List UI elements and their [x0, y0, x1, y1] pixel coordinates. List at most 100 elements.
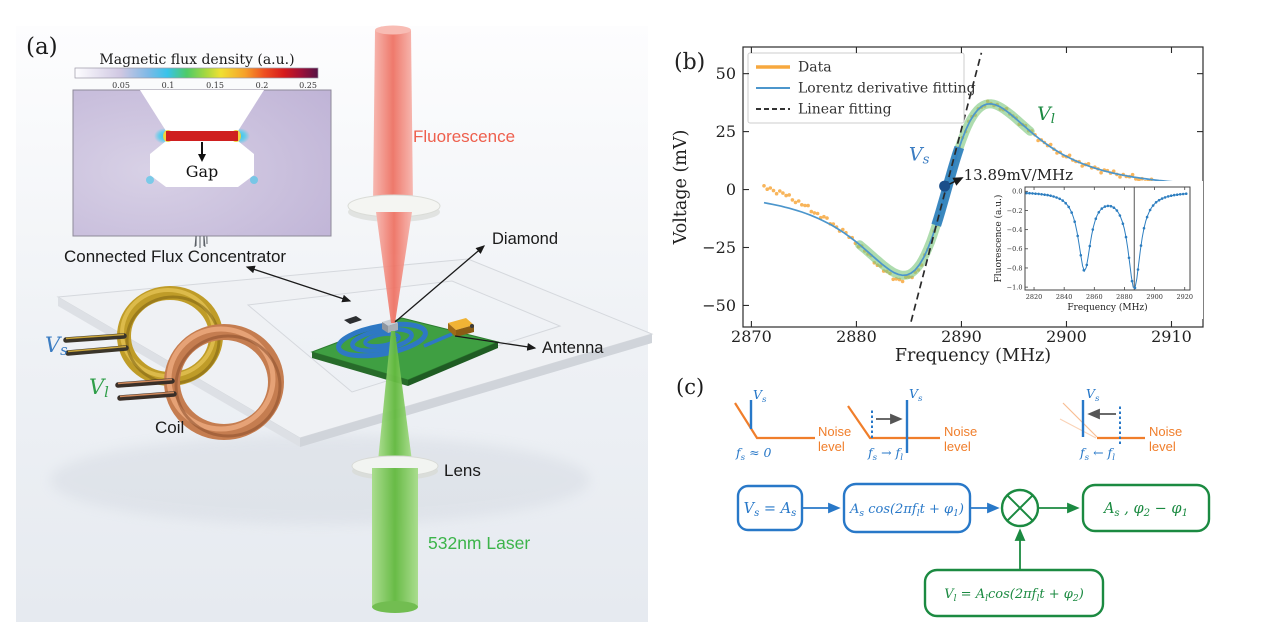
lorentz-fit-line: [763, 102, 1197, 277]
inset-y-tick: −0.2: [1007, 207, 1023, 215]
inset-x-tick: 2840: [1056, 293, 1073, 301]
flow-box-reference-text: Vl = Alcos(2πflt + φ2): [944, 587, 1084, 604]
mixer-symbol: [1000, 488, 1040, 528]
vl-coil-label: Vl: [89, 375, 109, 401]
svg-text:0.25: 0.25: [299, 81, 317, 90]
x-tick-label: 2900: [1046, 327, 1087, 346]
noise-label: Noise: [1149, 424, 1182, 439]
band-label: Vs: [909, 144, 930, 168]
flow-diagram: Vs = As As cos(2πflt + φ1) As , φ2 − φ1 …: [736, 482, 1211, 618]
flow-box-reference: [923, 568, 1105, 618]
flux-concentrator-arrow: [245, 265, 352, 303]
freq-label: fs ← fl: [1079, 445, 1115, 463]
diamond-label: Diamond: [492, 230, 558, 248]
inset-x-tick: 2820: [1026, 293, 1043, 301]
diamond-sample: [382, 319, 398, 333]
vs-label: Vs: [1086, 386, 1100, 404]
panel-a-label: (a): [26, 34, 58, 60]
antenna-trace: [423, 332, 453, 348]
noise-label: Noise: [944, 424, 977, 439]
y-axis-label: Voltage (mV): [671, 130, 691, 246]
svg-text:0.1: 0.1: [162, 81, 175, 90]
sma-connector: [448, 318, 474, 337]
wires-below: [194, 235, 206, 248]
fluorescence-label: Fluorescence: [413, 127, 515, 146]
vs-coil-label: Vs: [45, 333, 68, 359]
axes: 2870 2880 2890 2900 2910 −50 −25 0 25 50 Frequency…: [671, 46, 1204, 365]
colorbar: [74, 67, 319, 79]
gold-coil-leads: [63, 333, 129, 356]
vs-label: Vs: [753, 387, 767, 405]
platform-shadow: [50, 435, 590, 525]
noise-label: level: [1149, 439, 1176, 454]
vs-marker-dot: [939, 180, 951, 192]
flow-box-output-text: As , φ2 − φ1: [1102, 501, 1188, 519]
y-tick-label: 50: [716, 64, 736, 83]
chip-component: [344, 316, 362, 324]
inset-y-tick: −0.8: [1007, 264, 1023, 272]
copper-coil-leads: [115, 378, 177, 401]
inset-x-tick: 2900: [1146, 293, 1163, 301]
flow-box-modulated-text: As cos(2πflt + φ1): [849, 502, 964, 519]
y-tick-label: 0: [726, 180, 736, 199]
panel-c-scheme: (c) Vs fs ≈ 0 Noise level Vs fs → fl Noi…: [676, 375, 1211, 618]
inset-y-tick: 0.0: [1012, 188, 1022, 196]
band-label: Vl: [1037, 103, 1055, 127]
legend: Data Lorentz derivative fitting Linear fit…: [747, 52, 976, 124]
slope-annotation: 13.89mV/MHz: [964, 166, 1073, 184]
inset-y-tick: −0.6: [1007, 245, 1023, 253]
coil-label: Coil: [155, 418, 184, 437]
y-tick-label: −50: [702, 296, 736, 315]
freq-label: fs → fl: [867, 445, 903, 463]
y-tick-label: −25: [702, 238, 736, 257]
laser-label: 532nm Laser: [428, 533, 530, 553]
leader-arrows: [245, 245, 537, 351]
inset-y-tick: −1.0: [1007, 283, 1023, 291]
svg-text:0.15: 0.15: [206, 81, 224, 90]
noise-sketch-3: Vs fs ← fl Noise level: [1059, 386, 1182, 463]
spiral-antenna: [336, 321, 428, 359]
x-tick-label: 2870: [731, 327, 772, 346]
inset-title: Magnetic flux density (a.u.): [99, 52, 294, 68]
inset-y-label: Fluorescence (a.u.): [993, 195, 1004, 283]
panel-b-label: (b): [674, 50, 705, 75]
inset-x-tick: 2880: [1116, 293, 1133, 301]
lens-label: Lens: [444, 461, 481, 480]
noise-sketch-2: Vs fs → fl Noise level: [847, 386, 977, 463]
concentrator-upper-gap: [140, 90, 264, 131]
copper-coil: [115, 324, 284, 440]
vs-label: Vs: [909, 386, 923, 404]
high-flux-bar: [166, 131, 238, 141]
x-axis-label: Frequency (MHz): [895, 346, 1051, 365]
antenna-label: Antenna: [542, 339, 604, 357]
flow-box-output: [1081, 483, 1211, 533]
inset-x-tick: 2920: [1176, 293, 1193, 301]
svg-text:0.2: 0.2: [256, 81, 269, 90]
panel-c-label: (c): [676, 375, 704, 399]
x-tick-label: 2890: [941, 327, 982, 346]
flow-box-signal-text: Vs = As: [744, 501, 797, 519]
freq-label: fs ≈ 0: [735, 445, 772, 463]
svg-text:0.05: 0.05: [112, 81, 130, 90]
gap-label: Gap: [186, 162, 219, 181]
panel-a-setup: (a) Fluorescence Diamond Antenna Connect…: [16, 25, 654, 622]
flux-concentrator-label: Connected Flux Concentrator: [64, 247, 286, 266]
flow-box-modulated: [842, 482, 972, 534]
antenna-pcb: [310, 316, 500, 386]
legend-entry: Data: [798, 60, 832, 76]
diamond-arrow: [394, 245, 485, 323]
concentrator-lower-gap: [150, 141, 254, 187]
slope-annotation-arrow: [949, 177, 964, 186]
colorbar-ticks: 0.05 0.1 0.15 0.2 0.25: [112, 81, 317, 90]
y-tick-label: 25: [716, 122, 736, 141]
gap-annotation: Gap: [186, 142, 219, 181]
noise-label: Noise: [818, 424, 851, 439]
x-tick-label: 2910: [1151, 327, 1192, 346]
noise-sketch-1: Vs fs ≈ 0 Noise level: [734, 387, 851, 463]
fluorescence-beam: [347, 25, 441, 323]
legend-entry: Lorentz derivative fitting: [798, 81, 976, 97]
flux-simulation-inset: Magnetic flux density (a.u.) 0.05 0.1 0.…: [72, 52, 332, 248]
odmr-chart: 13.89mV/MHz Vl Vs Data Lorentz derivative fi…: [671, 46, 1204, 365]
inset-x-label: Frequency (MHz): [1067, 302, 1147, 313]
noise-label: level: [818, 439, 845, 454]
